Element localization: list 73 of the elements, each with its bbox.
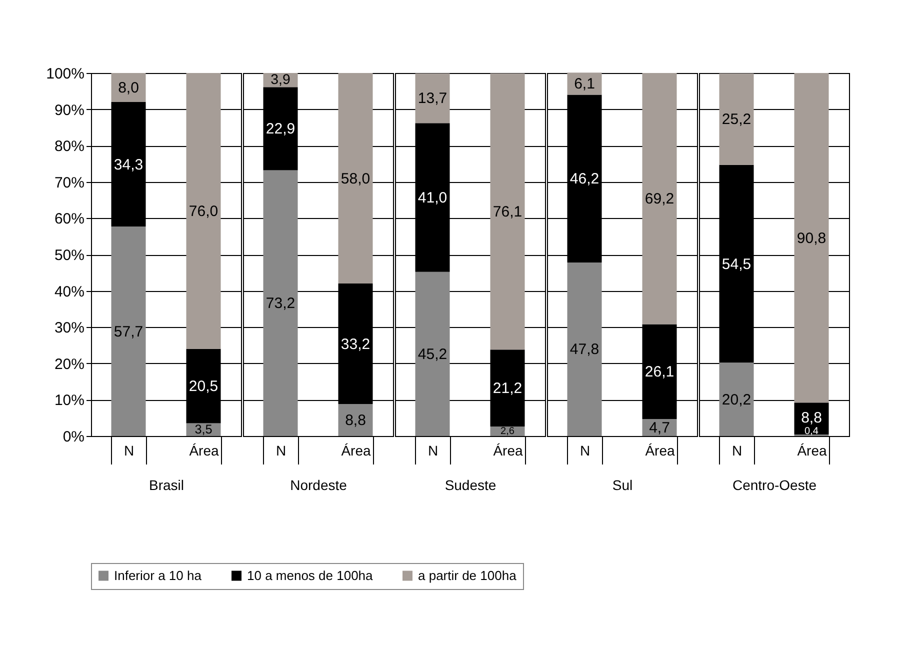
data-label: 2,6 xyxy=(500,426,515,437)
bar xyxy=(490,73,525,350)
data-label: 13,7 xyxy=(418,90,448,108)
x-tick-label: N xyxy=(580,442,590,458)
y-tick-label: 60% xyxy=(54,210,84,228)
data-label: 33,2 xyxy=(340,336,370,353)
legend-label: a partir de 100ha xyxy=(418,568,518,583)
bar xyxy=(567,72,602,95)
bar xyxy=(567,262,602,436)
data-label: 90,8 xyxy=(796,230,826,247)
bar xyxy=(719,73,754,165)
data-label: 73,2 xyxy=(266,295,296,312)
x-tick-label: Área xyxy=(189,442,219,458)
x-axis-title: Brasil xyxy=(148,477,184,493)
bar xyxy=(415,272,450,436)
legend-label: 10 a menos de 100ha xyxy=(247,568,374,583)
data-label: 3,9 xyxy=(270,71,290,88)
data-label: 34,3 xyxy=(114,156,144,174)
x-axis-title: Centro-Oeste xyxy=(732,477,817,493)
bar xyxy=(111,226,146,436)
bar xyxy=(338,73,373,284)
data-label: 76,1 xyxy=(492,203,522,220)
bar xyxy=(794,73,829,403)
data-label: 22,9 xyxy=(266,120,296,138)
data-label: 8,0 xyxy=(118,80,139,97)
data-label: 69,2 xyxy=(644,190,674,208)
data-label: 21,2 xyxy=(492,380,522,398)
x-tick-label: Área xyxy=(493,442,523,458)
data-label: 54,5 xyxy=(722,256,752,273)
data-label: 3,5 xyxy=(194,422,212,437)
x-axis-title: Sul xyxy=(612,477,633,493)
data-label: 6,1 xyxy=(574,76,595,93)
y-tick-label: 70% xyxy=(54,174,84,192)
bar xyxy=(186,73,221,349)
data-label: 47,8 xyxy=(570,341,600,358)
data-label: 41,0 xyxy=(418,190,448,207)
data-label: 4,7 xyxy=(649,419,670,436)
bar xyxy=(642,73,677,324)
y-tick-label: 80% xyxy=(54,138,84,156)
x-axis-title: Sudeste xyxy=(444,477,496,493)
legend-label: Inferior a 10 ha xyxy=(114,568,202,583)
data-label: 26,1 xyxy=(644,364,674,381)
bar xyxy=(338,404,373,436)
y-tick-label: 0% xyxy=(62,428,84,446)
y-tick-label: 100% xyxy=(46,66,84,82)
y-tick-label: 50% xyxy=(54,247,84,264)
data-label: 8,8 xyxy=(801,409,822,426)
data-label: 20,5 xyxy=(188,378,218,396)
bar xyxy=(719,362,754,436)
data-label: 20,2 xyxy=(722,391,752,408)
y-tick-label: 90% xyxy=(54,102,84,119)
x-tick-label: N xyxy=(428,442,438,458)
data-label: 25,2 xyxy=(722,111,752,128)
data-label: 76,0 xyxy=(188,202,218,220)
y-tick-label: 20% xyxy=(54,356,84,373)
bar xyxy=(415,73,450,124)
x-tick-label: N xyxy=(276,442,286,458)
y-tick-label: 10% xyxy=(54,392,84,410)
x-tick-label: N xyxy=(732,442,742,458)
x-tick-label: N xyxy=(124,442,134,458)
data-label: 57,7 xyxy=(114,323,144,340)
data-label: 45,2 xyxy=(418,346,448,363)
data-label: 46,2 xyxy=(570,170,600,188)
bar xyxy=(263,170,298,436)
x-axis-title: Nordeste xyxy=(290,477,348,493)
y-tick-label: 40% xyxy=(54,283,84,300)
x-tick-label: Área xyxy=(645,442,675,458)
y-tick-label: 30% xyxy=(54,320,84,337)
data-label: 58,0 xyxy=(340,170,370,188)
data-label: 0,4 xyxy=(804,426,819,437)
x-tick-label: Área xyxy=(341,442,371,458)
x-tick-label: Área xyxy=(797,442,827,458)
data-label: 8,8 xyxy=(345,412,366,430)
